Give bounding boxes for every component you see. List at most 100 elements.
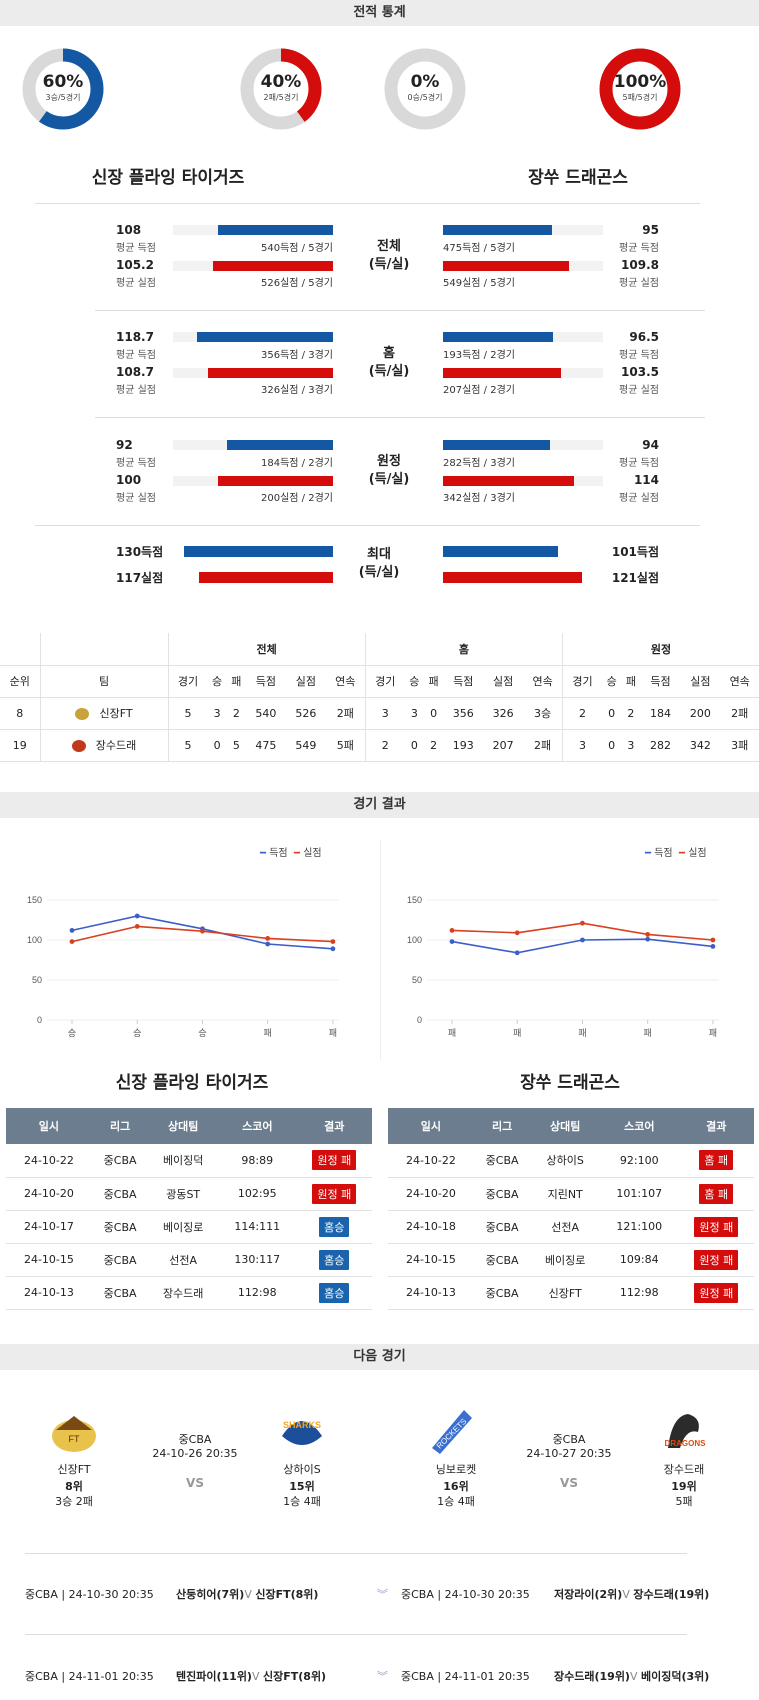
table-row[interactable]: 24-10-18 중CBA 선전A 121:100 원정 패 <box>388 1210 754 1244</box>
divider <box>25 1553 687 1554</box>
home-scored-point <box>69 928 75 933</box>
next1-vs: VS <box>186 1476 204 1490</box>
results-header-cell: 리그 <box>473 1108 531 1144</box>
away-avg-score-label: 평균 득점 <box>619 458 659 469</box>
standings-cell: 3 <box>365 697 405 730</box>
away-avg-conceded-label: 평균 실점 <box>619 493 659 504</box>
up2-right-teams: 장수드래(19위)V 베이징덕(3위) <box>554 1670 710 1683</box>
chevron-down-icon[interactable]: ︾ <box>377 1670 388 1683</box>
table-row[interactable]: 24-10-22 중CBA 베이징덕 98:89 원정 패 <box>6 1144 372 1178</box>
group-home: 홈 <box>364 633 563 666</box>
max-home-conceded: 117실점 <box>116 571 164 585</box>
y-tick-label: 100 <box>27 935 42 945</box>
result-badge: 홈 패 <box>699 1150 734 1171</box>
standings-header-cell: 순위 <box>0 665 41 698</box>
home-results-table: 일시 리그 상대팀 스코어 결과 24-10-22 중CBA 베이징덕 98:89 원정 패 24… <box>6 1108 372 1310</box>
home-conceded-total: 200실점 / 2경기 <box>261 493 333 504</box>
standings-header-cell: 경기 <box>168 665 208 698</box>
donut-percent: 100% <box>613 72 667 92</box>
result-cell: 베이징덕 <box>148 1144 218 1178</box>
result-cell: 중CBA <box>91 1177 149 1211</box>
table-row[interactable]: 24-10-17 중CBA 베이징로 114:111 홈승 <box>6 1210 372 1244</box>
result-cell: 130:117 <box>217 1243 297 1277</box>
result-cell: 24-10-13 <box>6 1276 92 1310</box>
standings-header-cell: 패 <box>226 665 246 698</box>
standings-header-cell: 패 <box>621 665 641 698</box>
standings-header-cell: 실점 <box>483 665 524 698</box>
standings-cell: 0 <box>207 729 227 762</box>
chevron-down-icon[interactable]: ︾ <box>377 1588 388 1601</box>
right-legend: ━ 득점 ━ 실점 <box>645 848 707 859</box>
donut-arc <box>599 48 681 130</box>
away-avg-score: 94 <box>642 438 659 452</box>
result-cell: 원정 패 <box>678 1276 754 1310</box>
max-away-conceded-bar <box>443 572 583 583</box>
result-cell: 109:84 <box>599 1243 679 1277</box>
away-score-bar <box>443 225 552 235</box>
result-cell: 112:98 <box>599 1276 679 1310</box>
result-cell: 장수드래 <box>148 1276 218 1310</box>
home-avg-score-label: 평균 득점 <box>116 243 156 254</box>
home-conceded-point <box>265 936 271 941</box>
away-conceded-total: 207실점 / 2경기 <box>443 385 515 396</box>
standings-cell: 5 <box>168 697 208 730</box>
result-cell: 98:89 <box>217 1144 297 1178</box>
result-cell: 24-10-22 <box>388 1144 474 1178</box>
table-row[interactable]: 24-10-20 중CBA 지린NT 101:107 홈 패 <box>388 1177 754 1211</box>
x-tick-label: 패 <box>644 1028 652 1038</box>
table-row[interactable]: 24-10-13 중CBA 장수드래 112:98 홈승 <box>6 1276 372 1310</box>
result-cell: 24-10-20 <box>388 1177 474 1211</box>
result-cell: 101:107 <box>599 1177 679 1211</box>
home-conceded-point <box>69 939 75 944</box>
max-away-score: 101득점 <box>611 545 659 559</box>
up1-left-team-a: 산둥히어(7위)V 신장FT(8위) <box>176 1588 319 1601</box>
away-conceded-bar <box>443 261 570 271</box>
stats-section-header: 전적 통계 <box>0 0 759 26</box>
table-row[interactable]: 24-10-13 중CBA 신장FT 112:98 원정 패 <box>388 1276 754 1310</box>
x-tick-label: 패 <box>264 1028 272 1038</box>
result-cell: 원정 패 <box>296 1144 372 1178</box>
standings-cell: 342 <box>680 729 721 762</box>
donut-sub: 3승/5경기 <box>45 93 81 102</box>
result-cell: 121:100 <box>599 1210 679 1244</box>
away-score-bar <box>443 440 551 450</box>
result-cell: 중CBA <box>473 1177 531 1211</box>
y-tick-label: 50 <box>32 975 42 985</box>
win-rate-donut: 0% 0승/5경기 <box>382 46 468 132</box>
table-row[interactable]: 24-10-20 중CBA 광동ST 102:95 원정 패 <box>6 1177 372 1211</box>
result-cell: 광동ST <box>148 1177 218 1211</box>
divider <box>35 525 700 526</box>
standings-header-cell: 득점 <box>640 665 681 698</box>
results-header-cell: 상대팀 <box>530 1108 600 1144</box>
result-cell: 24-10-20 <box>6 1177 92 1211</box>
table-row[interactable]: 24-10-15 중CBA 베이징로 109:84 원정 패 <box>388 1243 754 1277</box>
standings-header-cell: 승 <box>404 665 424 698</box>
donut-ring <box>599 48 681 130</box>
standings-cell: 2패 <box>325 697 366 730</box>
next1-date: 24-10-26 20:35 <box>152 1447 238 1460</box>
results-header-cell: 일시 <box>6 1108 92 1144</box>
compare-label: 원정 (득/실) <box>368 454 410 487</box>
result-cell: 지린NT <box>530 1177 600 1211</box>
away-avg-conceded-label: 평균 실점 <box>619 385 659 396</box>
table-row[interactable]: 24-10-15 중CBA 선전A 130:117 홈승 <box>6 1243 372 1277</box>
standings-cell: 549 <box>285 729 326 762</box>
standings-cell: 3 <box>207 697 227 730</box>
away-avg-score: 95 <box>642 223 659 237</box>
result-cell: 선전A <box>530 1210 600 1244</box>
home-avg-conceded: 108.7 <box>116 365 154 379</box>
x-tick-label: 패 <box>709 1028 717 1038</box>
standings-group-row: 전체 홈 원정 <box>0 633 759 666</box>
away-score-total: 193득점 / 2경기 <box>443 350 515 361</box>
results-section-header: 경기 결과 <box>0 792 759 818</box>
home-avg-conceded-label: 평균 실점 <box>116 385 156 396</box>
standings-cell: 3 <box>621 729 641 762</box>
standings-cell: 2 <box>423 729 444 762</box>
standings-header-cell: 실점 <box>285 665 326 698</box>
chart-divider <box>380 840 381 1060</box>
up1-left-info: 중CBA | 24-10-30 20:35 <box>25 1588 154 1601</box>
result-cell: 중CBA <box>91 1276 149 1310</box>
divider <box>95 310 705 311</box>
away-score-bar <box>443 332 554 342</box>
table-row[interactable]: 24-10-22 중CBA 상하이S 92:100 홈 패 <box>388 1144 754 1178</box>
